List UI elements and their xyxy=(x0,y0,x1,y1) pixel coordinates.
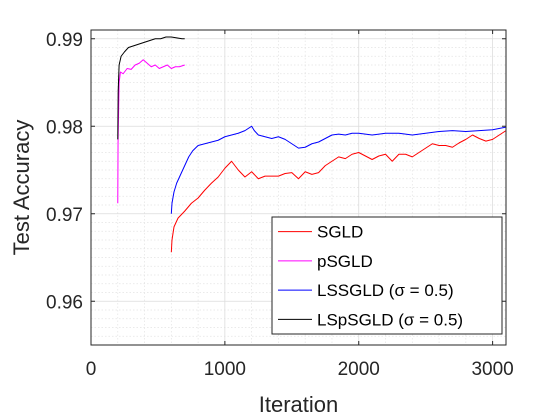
x-tick-labels: 0 1000 2000 3000 xyxy=(86,359,514,380)
y-tick-label: 0.97 xyxy=(46,205,83,226)
series-line-lssgld xyxy=(170,125,507,214)
x-tick-label: 2000 xyxy=(338,359,380,380)
series-layer xyxy=(117,36,507,253)
series-line-lspsgld xyxy=(117,36,185,140)
y-tick-labels: 0.96 0.97 0.98 0.99 xyxy=(46,30,83,314)
x-tick-label: 1000 xyxy=(204,359,246,380)
y-tick-label: 0.99 xyxy=(46,30,83,51)
legend: SGLD pSGLD LSSGLD (σ = 0.5) LSpSGLD (σ = 0.… xyxy=(271,216,503,335)
legend-label-lspsgld: LSpSGLD (σ = 0.5) xyxy=(317,310,463,329)
legend-label-sgld: SGLD xyxy=(317,223,363,242)
legend-label-lssgld: LSSGLD (σ = 0.5) xyxy=(317,281,454,300)
legend-label-psgld: pSGLD xyxy=(317,252,373,271)
y-tick-label: 0.98 xyxy=(46,117,83,138)
y-axis-title: Test Accuracy xyxy=(9,120,34,256)
legend-box xyxy=(271,216,503,335)
series-line-psgld xyxy=(117,59,185,204)
x-tick-label: 3000 xyxy=(471,359,513,380)
x-tick-label: 0 xyxy=(86,359,97,380)
tick-marks xyxy=(90,30,506,345)
series-line-sgld xyxy=(170,130,507,253)
plot-frame xyxy=(90,29,507,346)
y-tick-label: 0.96 xyxy=(46,292,83,313)
x-axis-title: Iteration xyxy=(259,392,339,417)
